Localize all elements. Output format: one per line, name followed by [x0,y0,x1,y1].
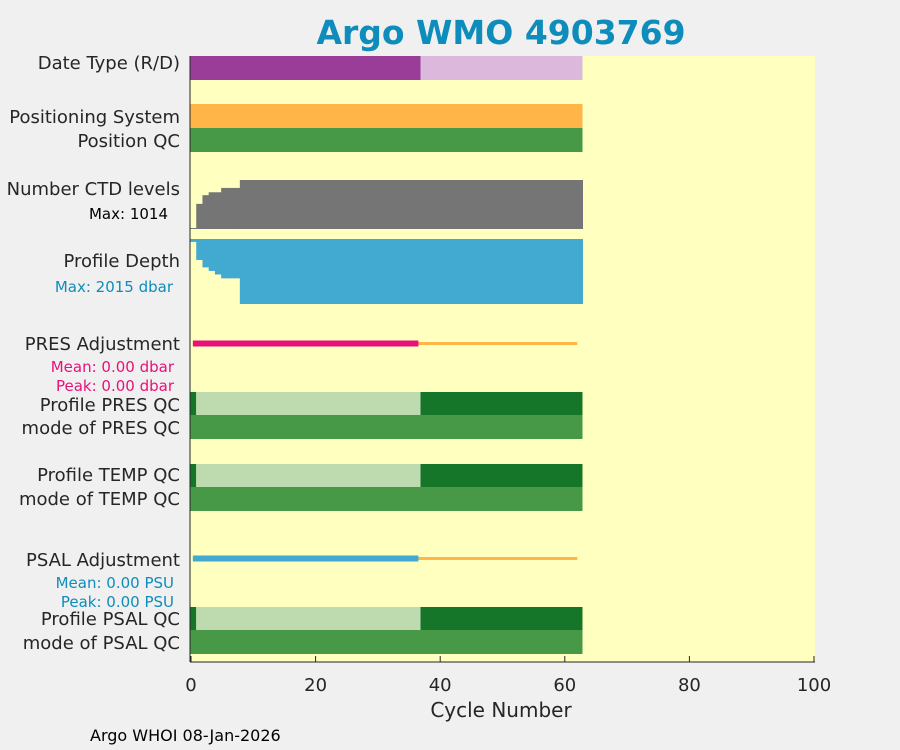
label-pres-adjustment: PRES Adjustment [25,334,180,355]
chart-title: Argo WMO 4903769 [316,13,685,52]
label-mode-temp-qc: mode of TEMP QC [19,489,180,510]
ctd-levels-bar-5 [239,180,583,229]
label-psal-adjustment: PSAL Adjustment [26,550,180,571]
ctd-levels-bar-3 [208,192,222,229]
label-ctd-levels: Number CTD levels [7,179,180,200]
label-psal-peak: Peak: 0.00 PSU [61,593,174,611]
label-ctd-max: Max: 1014 [89,205,168,223]
profile-pres-qc-bar-1 [196,392,421,415]
label-position-qc: Position QC [77,131,180,152]
date-type-bar-D [190,56,421,80]
label-mode-pres-qc: mode of PRES QC [22,418,180,439]
x-axis-ticks: 0 20 40 60 80 100 [185,656,831,696]
profile-depth-bar-3 [208,239,216,271]
label-positioning-system: Positioning System [9,107,180,128]
profile-temp-qc-bar-1 [196,464,421,487]
positioning-system-bar [190,104,583,128]
label-profile-temp-qc: Profile TEMP QC [37,465,180,486]
label-pres-mean: Mean: 0.00 dbar [51,358,175,376]
x-tick-label-100: 100 [797,675,831,696]
label-psal-mean: Mean: 0.00 PSU [56,574,174,592]
ctd-levels-bar-0 [190,228,197,229]
mode-temp-qc-bar [190,487,583,511]
label-pres-peak: Peak: 0.00 dbar [56,377,175,395]
label-profile-depth: Profile Depth [63,251,180,272]
ctd-levels-bar-1 [196,203,203,229]
profile-psal-qc-bar-2 [420,607,583,630]
mode-psal-qc-bar [190,630,583,654]
footer-credit: Argo WHOI 08-Jan-2026 [90,726,281,745]
label-profile-psal-qc: Profile PSAL QC [41,609,180,630]
date-type-bar-R [420,56,583,80]
profile-depth-bar-1 [196,239,203,260]
profile-psal-qc-bar-1 [196,607,421,630]
label-date-type: Date Type (R/D) [38,53,180,74]
x-tick-label-60: 60 [553,675,576,696]
position-qc-bar [190,128,583,152]
profile-depth-bar-0 [190,239,197,242]
x-tick-label-80: 80 [678,675,701,696]
chart-marks [190,56,583,654]
ctd-levels-bar-2 [202,195,210,229]
label-mode-psal-qc: mode of PSAL QC [23,633,180,654]
profile-pres-qc-bar-2 [420,392,583,415]
profile-depth-bar-5 [221,239,241,279]
profile-temp-qc-bar-0 [190,464,197,487]
x-axis-label: Cycle Number [430,698,572,722]
x-tick-label-0: 0 [185,675,196,696]
profile-depth-bar-6 [239,239,583,304]
x-tick-label-20: 20 [304,675,327,696]
profile-temp-qc-bar-2 [420,464,583,487]
profile-depth-bar-2 [202,239,210,268]
x-tick-label-40: 40 [429,675,452,696]
ctd-levels-bar-4 [221,187,241,229]
label-depth-max: Max: 2015 dbar [55,278,174,296]
profile-pres-qc-bar-0 [190,392,197,415]
mode-pres-qc-bar [190,415,583,439]
profile-depth-bar-4 [214,239,222,275]
profile-psal-qc-bar-0 [190,607,197,630]
label-profile-pres-qc: Profile PRES QC [40,395,180,416]
